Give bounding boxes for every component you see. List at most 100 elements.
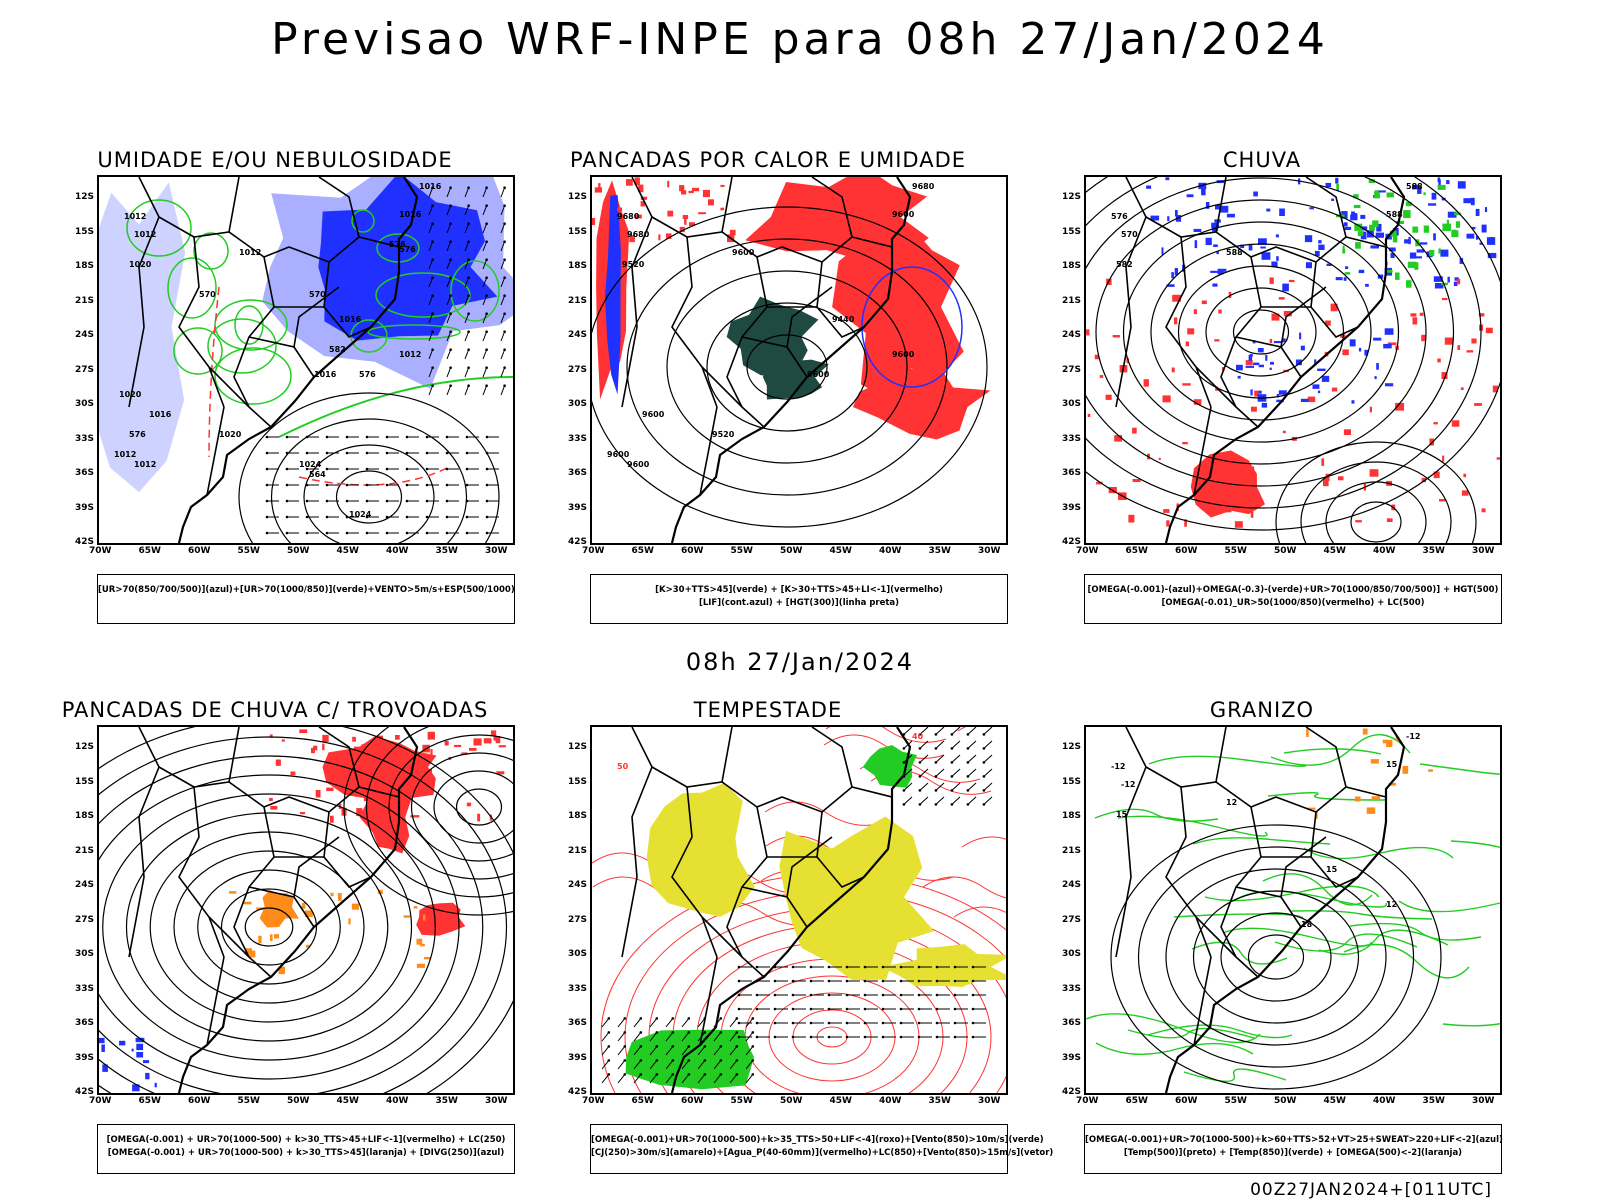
contour-value-label: 18 xyxy=(1301,920,1313,929)
run-time-footer: 00Z27JAN2024+[011UTC] xyxy=(1250,1180,1492,1200)
contour-value-label: 9520 xyxy=(622,260,645,269)
longitude-tick-label: 30W xyxy=(978,546,1001,556)
contour-value-label: 9600 xyxy=(892,210,915,219)
latitude-tick-label: 18S xyxy=(1062,261,1082,271)
lc500-contours xyxy=(1275,441,1477,543)
legend-line: [OMEGA(-0.001)-(azul)+OMEGA(-0.3)-(verde… xyxy=(1087,585,1499,595)
temp500-contours xyxy=(1110,824,1442,1090)
latitude-tick-label: 21S xyxy=(75,295,95,306)
contour-value-label: 576 xyxy=(129,430,146,439)
contour-value-label: 1016 xyxy=(419,182,442,191)
wind850-shade xyxy=(625,1029,754,1090)
longitude-tick-label: 55W xyxy=(730,546,753,556)
latitude-tick-label: 33S xyxy=(568,983,588,994)
latitude-tick-label: 15S xyxy=(75,776,95,787)
longitude-tick-label: 65W xyxy=(1125,1096,1148,1106)
heat-convection-shade xyxy=(762,356,829,400)
latitude-tick-label: 12S xyxy=(1062,742,1082,752)
latitude-tick-label: 27S xyxy=(75,364,95,375)
isobar-contours xyxy=(238,392,500,543)
latitude-tick-label: 27S xyxy=(568,914,588,925)
panel-legend: [UR>70(850/700/500)](azul)+[UR>70(1000/8… xyxy=(97,574,515,624)
contour-value-label: 9600 xyxy=(627,460,650,469)
country-borders xyxy=(1115,727,1406,1093)
latitude-tick-label: 21S xyxy=(75,845,95,856)
longitude-tick-label: 55W xyxy=(237,1096,260,1106)
map-panel-4: PANCADAS DE CHUVA C/ TROVOADAS 12S 15S 18S 2… xyxy=(55,698,515,1178)
latitude-tick-label: 27S xyxy=(75,914,95,925)
contour-value-label: 1012 xyxy=(399,350,421,359)
contour-value-label: 15 xyxy=(1326,865,1338,874)
longitude-tick-label: 55W xyxy=(237,546,260,556)
forecast-map: -12 -12 -12 12 15 15 15 18 12 xyxy=(1084,725,1502,1095)
legend-line: [OMEGA(-0.001) + UR>70(1000-500) + k>30_… xyxy=(106,1135,506,1145)
contour-value-label: 9600 xyxy=(892,350,915,359)
longitude-tick-label: 35W xyxy=(435,1096,458,1106)
longitude-tick-label: 50W xyxy=(1274,546,1297,556)
omega-blue-speckle xyxy=(1236,328,1394,408)
forecast-map: 588 576 570 588 588 582 xyxy=(1084,175,1502,545)
latitude-tick-label: 33S xyxy=(1062,983,1082,994)
map-canvas: 9680968096809600960095209440960096009520… xyxy=(592,177,991,543)
longitude-tick-label: 45W xyxy=(829,1096,852,1106)
contour-value-label: 576 xyxy=(389,240,406,249)
longitude-tick-label: 45W xyxy=(1323,546,1346,556)
country-borders xyxy=(128,177,419,543)
panel-legend: [K>30+TTS>45](verde) + [K>30+TTS>45+LI<-… xyxy=(590,574,1008,624)
latitude-tick-label: 27S xyxy=(1062,364,1082,375)
contour-value-label: 1020 xyxy=(119,390,142,399)
contour-value-label: 1012 xyxy=(134,460,156,469)
latitude-tick-label: 12S xyxy=(568,742,588,752)
longitude-tick-label: 40W xyxy=(879,1096,902,1106)
map-canvas: 1016101210121012101610201016101610121020… xyxy=(99,177,513,543)
longitude-tick-label: 40W xyxy=(386,1096,409,1106)
latitude-tick-label: 39S xyxy=(1062,502,1082,513)
latitude-tick-label: 30S xyxy=(1062,399,1082,409)
contour-value-label: 9520 xyxy=(712,430,735,439)
panel-legend: [OMEGA(-0.001)+UR>70(1000-500)+k>35_TTS>… xyxy=(590,1124,1054,1174)
longitude-tick-label: 35W xyxy=(435,546,458,556)
legend-line: [UR>70(850/700/500)](azul)+[UR>70(1000/8… xyxy=(98,585,515,595)
longitude-tick-label: 60W xyxy=(681,546,704,556)
longitude-tick-label: 40W xyxy=(879,546,902,556)
wind-vectors-850 xyxy=(601,1017,755,1084)
contour-value-label: 588 xyxy=(1406,182,1423,191)
lif-shade-red xyxy=(852,367,991,440)
thickness-contour xyxy=(298,466,450,486)
legend-line: [OMEGA(-0.001)+UR>70(1000-500)+k>60+TTS>… xyxy=(1085,1135,1503,1145)
map-canvas: -12 -12 -12 12 15 15 15 18 12 xyxy=(1086,727,1500,1093)
longitude-tick-label: 60W xyxy=(188,546,211,556)
contour-value-label: 570 xyxy=(1121,230,1138,239)
wind-vectors xyxy=(428,186,506,396)
contour-value-label: 1024 xyxy=(349,510,372,519)
latitude-tick-label: 36S xyxy=(1062,1018,1082,1028)
forecast-map: 1016 1012 1012 1012 1016 1020 1016 1016 1012 1020… xyxy=(97,175,515,545)
latitude-tick-label: 24S xyxy=(75,330,95,340)
legend-line: [CJ(250)>30m/s](amarelo)+[Agua_P(40-60mm… xyxy=(591,1148,1054,1158)
contour-value-label: 9680 xyxy=(627,230,650,239)
latitude-tick-label: 42S xyxy=(75,1087,95,1097)
wind-vectors-850 xyxy=(902,727,993,806)
streamline-contours xyxy=(343,727,513,916)
latitude-tick-label: 39S xyxy=(1062,1052,1082,1063)
forecast-map xyxy=(97,725,515,1095)
panel-legend: [OMEGA(-0.001) + UR>70(1000-500) + k>30_… xyxy=(97,1124,515,1174)
contour-value-label: 9600 xyxy=(642,410,665,419)
latitude-tick-label: 15S xyxy=(1062,776,1082,787)
map-panel-5: TEMPESTADE 40 50 12S 15S 18S 21S 24S 27S 30S 33S 36… xyxy=(548,698,1053,1178)
latitude-tick-label: 24S xyxy=(568,330,588,340)
latitude-tick-label: 27S xyxy=(568,364,588,375)
latitude-tick-label: 12S xyxy=(75,192,95,202)
latitude-tick-label: 39S xyxy=(568,1052,588,1063)
contour-value-label: 1012 xyxy=(239,248,261,257)
contour-value-label: 1024 xyxy=(299,460,322,469)
latitude-tick-label: 12S xyxy=(1062,192,1082,202)
latitude-tick-label: 42S xyxy=(75,537,95,547)
contour-value-label: -12 xyxy=(1121,780,1135,789)
latitude-tick-label: 24S xyxy=(1062,880,1082,890)
hgt300-contours xyxy=(592,206,988,528)
longitude-tick-label: 70W xyxy=(89,1096,112,1106)
legend-line: [OMEGA(-0.001) + UR>70(1000-500) + k>30_… xyxy=(107,1148,505,1158)
latitude-tick-label: 15S xyxy=(568,226,588,237)
latitude-tick-label: 42S xyxy=(568,537,588,547)
